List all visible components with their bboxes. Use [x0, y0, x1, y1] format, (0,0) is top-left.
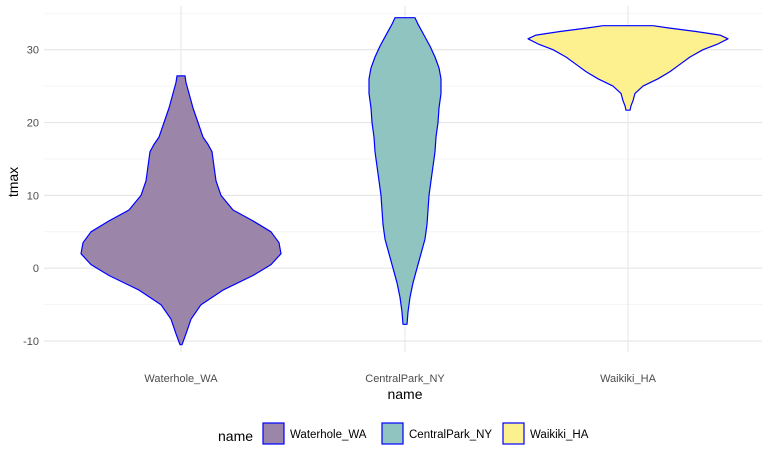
legend-label: Waterhole_WA: [290, 429, 367, 441]
y-tick-label: -10: [23, 336, 39, 348]
violin-waikiki-ha: [527, 25, 729, 111]
legend-key-centralpark-ny: [381, 422, 404, 445]
legend-label: CentralPark_NY: [409, 429, 492, 441]
x-tick-label: CentralPark_NY: [365, 373, 445, 385]
y-axis-ticks: -10 0 10 20 30: [23, 45, 39, 348]
x-axis-title: name: [387, 386, 422, 402]
y-tick-label: 30: [27, 45, 39, 57]
legend-key-waikiki-ha: [502, 422, 525, 445]
legend-key-waterhole-wa: [262, 422, 285, 445]
x-tick-label: Waterhole_WA: [144, 373, 218, 385]
violin-centralpark-ny: [368, 17, 442, 325]
y-axis-title: tmax: [5, 167, 21, 197]
x-tick-label: Waikiki_HA: [600, 373, 656, 385]
legend-items: Waterhole_WA CentralPark_NY Waikiki_HA: [262, 422, 589, 445]
violin-waterhole-wa: [80, 75, 282, 346]
violins: [80, 17, 729, 346]
legend: name Waterhole_WA CentralPark_NY Waikiki_H…: [218, 422, 589, 445]
y-tick-label: 0: [33, 263, 39, 275]
y-tick-label: 20: [27, 118, 39, 130]
legend-title: name: [218, 428, 253, 444]
legend-label: Waikiki_HA: [530, 429, 589, 441]
y-tick-label: 10: [27, 190, 39, 202]
x-axis-ticks: Waterhole_WA CentralPark_NY Waikiki_HA: [144, 373, 656, 385]
